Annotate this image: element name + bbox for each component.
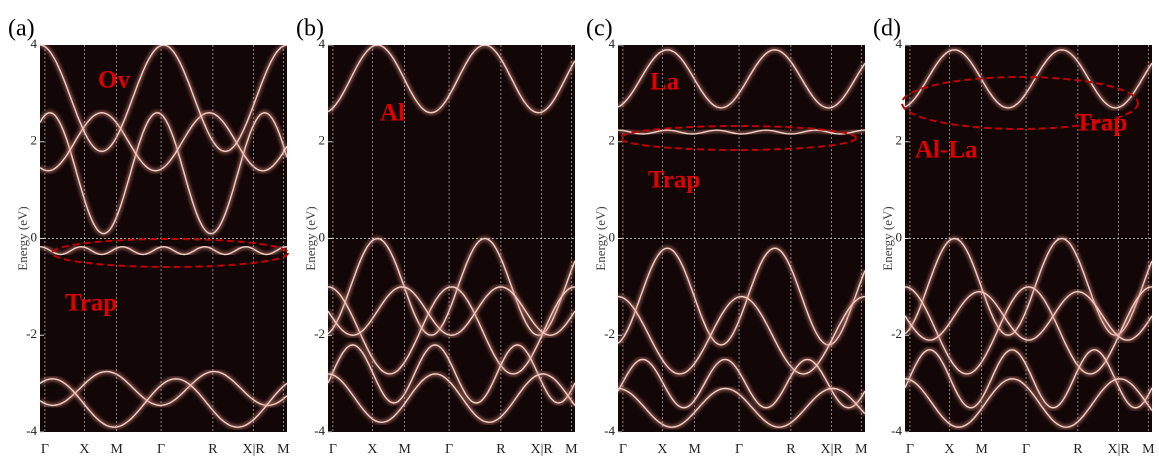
panel: Γ X M Γ R X|R M -4 -2 0 2 4 Energy (eV) (b) Al	[296, 16, 578, 458]
band	[905, 49, 1152, 109]
bands	[328, 45, 575, 425]
band	[40, 378, 287, 428]
panel: Γ X M Γ R X|R M -4 -2 0 2 4 Energy (eV) (d) Al-La Trap	[873, 16, 1155, 458]
panel-label: (b)	[296, 16, 324, 42]
band	[40, 45, 287, 153]
y-axis-label: Energy (eV)	[15, 206, 30, 270]
x-tick-label: M	[277, 442, 290, 457]
y-tick-label: 2	[31, 133, 38, 148]
x-tick-label: Γ	[1022, 442, 1030, 457]
panel-label: (a)	[8, 16, 35, 42]
band	[618, 49, 865, 109]
x-tick-label: Γ	[735, 442, 743, 457]
y-tick-label: 2	[319, 133, 326, 148]
band	[328, 45, 575, 114]
band	[40, 245, 287, 256]
highlight-ellipse	[619, 125, 857, 151]
band	[40, 111, 287, 235]
band	[618, 387, 865, 428]
x-tick-label: X	[944, 442, 954, 457]
band	[328, 286, 575, 337]
x-tick-label: X|R	[1108, 442, 1131, 457]
y-tick-label: -4	[26, 423, 37, 438]
y-tick-label: 0	[319, 229, 326, 244]
x-tick-label: R	[496, 442, 506, 457]
panel-label: (d)	[873, 16, 901, 42]
x-tick-label: X|R	[821, 442, 844, 457]
highlight-ellipse	[901, 76, 1139, 130]
band	[905, 286, 1152, 375]
y-tick-label: -2	[314, 326, 325, 341]
x-tick-label: R	[786, 442, 796, 457]
band	[40, 370, 287, 407]
y-tick-label: 0	[31, 229, 38, 244]
x-tick-label: M	[975, 442, 988, 457]
y-tick-label: -4	[604, 423, 615, 438]
x-tick-label: Γ	[906, 442, 914, 457]
x-tick-label: X	[367, 442, 377, 457]
x-tick-label: X	[657, 442, 667, 457]
y-tick-label: 4	[609, 36, 616, 51]
x-tick-label: M	[1142, 442, 1155, 457]
band	[618, 358, 865, 409]
y-tick-label: 0	[896, 229, 903, 244]
y-tick-label: 4	[31, 36, 38, 51]
x-tick-label: Γ	[157, 442, 165, 457]
y-axis-label: Energy (eV)	[593, 206, 608, 270]
band	[618, 247, 865, 346]
band	[618, 129, 865, 135]
y-axis-label: Energy (eV)	[303, 206, 318, 270]
annotation: Trap	[648, 167, 700, 194]
x-tick-label: X	[79, 442, 89, 457]
x-tick-label: M	[688, 442, 701, 457]
x-tick-label: M	[110, 442, 123, 457]
band	[905, 378, 1152, 428]
band	[905, 290, 1152, 341]
band	[328, 373, 575, 424]
panel-label: (c)	[586, 16, 613, 42]
bands	[618, 47, 865, 430]
x-tick-label: X|R	[243, 442, 266, 457]
x-tick-label: R	[208, 442, 218, 457]
x-tick-label: Γ	[41, 442, 49, 457]
y-axis-label: Energy (eV)	[880, 206, 895, 270]
y-tick-label: 2	[896, 133, 903, 148]
y-tick-label: 2	[609, 133, 616, 148]
y-tick-label: 4	[896, 36, 903, 51]
panel: Γ X M Γ R X|R M -4 -2 0 2 4 Energy (eV) (a) Ov Trap	[8, 16, 290, 458]
y-tick-label: -4	[891, 423, 902, 438]
annotation: Trap	[65, 290, 117, 317]
x-tick-label: M	[855, 442, 868, 457]
y-tick-label: 4	[319, 36, 326, 51]
band	[618, 295, 865, 375]
y-tick-label: 0	[609, 229, 616, 244]
annotation: Trap	[1075, 110, 1127, 137]
x-tick-label: Γ	[445, 442, 453, 457]
x-tick-label: R	[1073, 442, 1083, 457]
band	[328, 344, 575, 404]
y-tick-label: -2	[891, 326, 902, 341]
x-tick-label: X|R	[531, 442, 554, 457]
x-tick-label: Γ	[329, 442, 337, 457]
band	[40, 111, 287, 172]
x-tick-label: M	[398, 442, 411, 457]
y-tick-label: -4	[314, 423, 325, 438]
panel: Γ X M Γ R X|R M -4 -2 0 2 4 Energy (eV) (c) La Trap	[586, 16, 868, 458]
band	[905, 237, 1152, 336]
annotation: Ov	[98, 67, 130, 94]
band	[328, 237, 575, 336]
band	[905, 349, 1152, 409]
bands	[40, 45, 287, 430]
y-tick-label: -2	[26, 326, 37, 341]
annotation: La	[650, 69, 680, 96]
annotation: Al	[380, 100, 405, 127]
highlight-ellipse	[51, 238, 289, 268]
x-tick-label: Γ	[619, 442, 627, 457]
x-tick-label: M	[565, 442, 578, 457]
band	[328, 286, 575, 375]
annotation: Al-La	[915, 137, 978, 164]
bands	[905, 47, 1152, 430]
y-tick-label: -2	[604, 326, 615, 341]
